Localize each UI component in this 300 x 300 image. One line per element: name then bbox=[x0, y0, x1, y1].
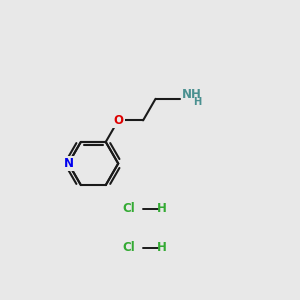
Text: Cl: Cl bbox=[123, 202, 135, 215]
Text: H: H bbox=[157, 241, 167, 254]
Text: H: H bbox=[194, 97, 202, 107]
Text: H: H bbox=[157, 202, 167, 215]
Text: O: O bbox=[113, 114, 123, 127]
Text: NH: NH bbox=[182, 88, 202, 101]
Text: N: N bbox=[63, 157, 74, 170]
Text: Cl: Cl bbox=[123, 241, 135, 254]
